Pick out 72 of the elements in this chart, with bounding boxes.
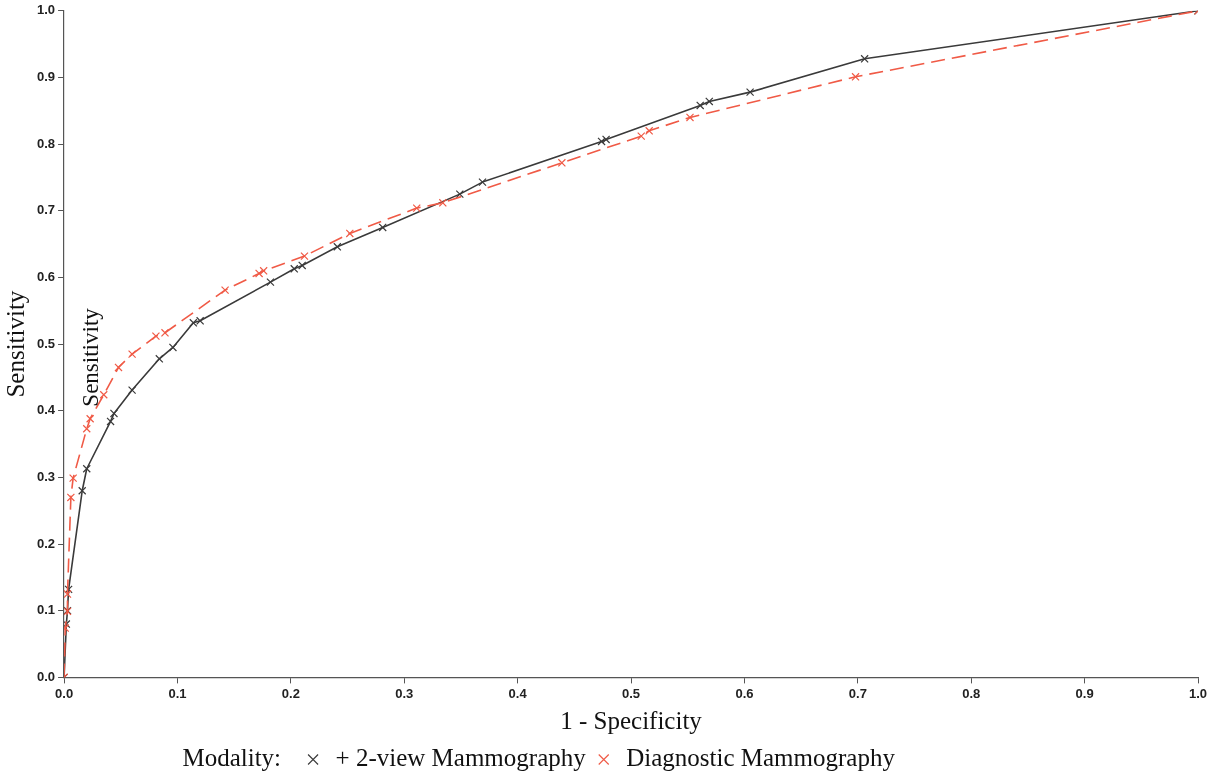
point <box>412 203 421 213</box>
x-tick-label: 0.9 <box>1075 685 1094 701</box>
y-tick-label: 0.2 <box>36 535 56 551</box>
x-tick-label: 1.0 <box>1188 685 1208 701</box>
x-axis-title: 1 - Specificity <box>560 706 703 734</box>
point <box>455 189 464 199</box>
point <box>64 589 72 599</box>
point <box>637 131 646 141</box>
point <box>705 97 714 106</box>
point <box>86 414 95 423</box>
point <box>597 137 606 146</box>
y-tick-label: 0.8 <box>36 135 56 151</box>
annotation: Sensitivity <box>78 307 104 407</box>
x-tick-label: 0.4 <box>508 685 528 701</box>
point <box>259 266 268 275</box>
y-tick-label: 0.5 <box>36 335 56 351</box>
y-tick-label: 0.1 <box>36 602 56 618</box>
point <box>114 363 123 372</box>
point <box>860 54 869 63</box>
x-tick-label: 0.6 <box>735 685 754 701</box>
point <box>601 135 611 144</box>
point <box>127 385 137 395</box>
point <box>333 242 342 251</box>
point <box>298 261 307 270</box>
legend-title: Modality: <box>182 744 282 772</box>
point <box>254 269 264 278</box>
x-tick-label: 0.8 <box>962 685 981 701</box>
point <box>266 277 275 287</box>
x-tick-label: 0.0 <box>55 685 74 701</box>
point <box>106 417 115 426</box>
point <box>64 585 73 594</box>
point <box>109 409 119 418</box>
point <box>155 354 164 363</box>
x-tick-label: 0.7 <box>848 685 867 701</box>
y-tick-label: 0.4 <box>36 402 56 418</box>
y-tick-label: 0.6 <box>36 269 56 285</box>
legend-label: + 2-view Mammography <box>335 744 587 772</box>
point <box>168 343 178 352</box>
point <box>82 424 91 433</box>
point <box>557 158 566 167</box>
point <box>69 473 78 483</box>
point <box>745 87 755 97</box>
point <box>378 223 387 232</box>
point <box>127 349 137 359</box>
point <box>851 72 860 81</box>
point <box>78 486 87 495</box>
point <box>345 229 354 238</box>
point <box>151 331 161 341</box>
x-tick-label: 0.5 <box>622 685 641 701</box>
x-tick-label: 0.1 <box>168 685 187 701</box>
x-tick-label: 0.2 <box>281 685 300 701</box>
x-tick-label: 0.3 <box>395 685 414 701</box>
point <box>645 126 654 135</box>
point <box>696 101 705 110</box>
y-tick-label: 0.9 <box>36 69 56 85</box>
y-tick-label: 0.7 <box>36 202 56 218</box>
point <box>478 177 487 187</box>
point <box>685 113 695 122</box>
legend-label: Diagnostic Mammography <box>626 744 896 772</box>
point <box>438 198 447 207</box>
y-tick-label: 0.3 <box>36 469 56 484</box>
y-tick-label: 0.0 <box>36 668 56 684</box>
point <box>82 464 91 473</box>
y-axis-title: Sensitivity <box>1 290 29 398</box>
y-tick-label: 1.0 <box>36 2 56 18</box>
point <box>300 251 309 261</box>
point <box>196 316 205 325</box>
point <box>189 318 198 327</box>
point <box>66 493 76 502</box>
point <box>220 285 230 295</box>
point <box>160 328 170 337</box>
point <box>290 264 299 273</box>
